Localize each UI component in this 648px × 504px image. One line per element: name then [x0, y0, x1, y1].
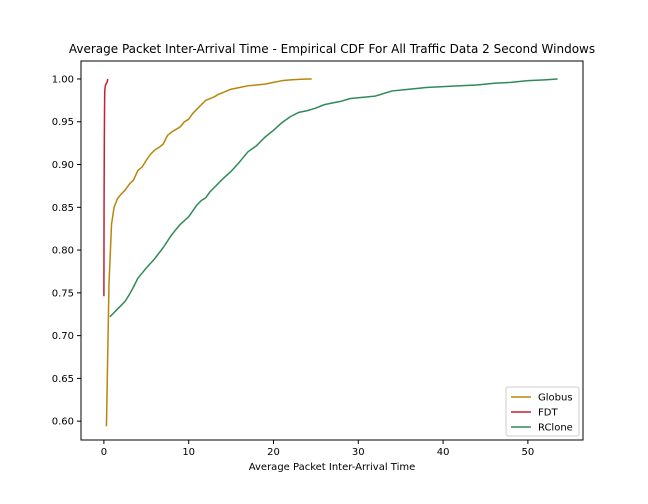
x-tick-label: 0 — [101, 447, 107, 458]
y-tick-label: 0.60 — [52, 417, 74, 428]
x-tick-label: 40 — [437, 447, 450, 458]
legend-label-globus: Globus — [538, 393, 573, 404]
y-tick-label: 0.85 — [52, 203, 74, 214]
chart-title: Average Packet Inter-Arrival Time - Empi… — [69, 42, 595, 56]
series-lines — [103, 78, 558, 427]
x-tick-label: 10 — [182, 447, 195, 458]
y-tick-label: 0.75 — [52, 288, 74, 299]
legend-label-fdt: FDT — [538, 408, 558, 419]
y-tick-label: 0.65 — [52, 374, 74, 385]
y-tick-label: 0.90 — [52, 160, 74, 171]
y-tick-label: 0.80 — [52, 246, 74, 257]
legend: Globus FDT RClone — [505, 386, 580, 437]
y-tick-label: 0.95 — [52, 117, 74, 128]
x-tick-label: 30 — [352, 447, 365, 458]
legend-box — [505, 386, 580, 437]
y-axis: 0.60 0.65 0.70 0.75 0.80 0.85 0.90 0.95 1.00 — [52, 74, 81, 428]
x-axis-label: Average Packet Inter-Arrival Time — [249, 462, 416, 473]
series-line-rclone — [109, 78, 558, 318]
legend-label-rclone: RClone — [538, 423, 573, 434]
y-tick-label: 1.00 — [52, 74, 74, 85]
x-axis: 0 10 20 30 40 50 — [101, 440, 535, 458]
series-line-fdt — [103, 78, 109, 297]
series-line-globus — [105, 78, 312, 427]
x-tick-label: 20 — [267, 447, 280, 458]
y-tick-label: 0.70 — [52, 331, 74, 342]
plot-frame — [80, 60, 584, 441]
x-tick-label: 50 — [522, 447, 535, 458]
